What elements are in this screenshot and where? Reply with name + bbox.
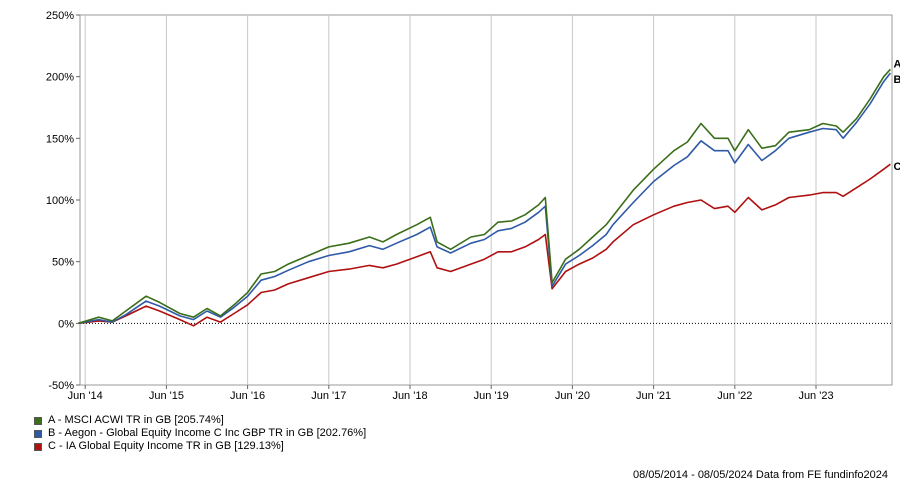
series-layer	[78, 68, 892, 327]
y-tick-label: 200%	[46, 72, 74, 84]
x-tick-label: Jun '16	[230, 390, 265, 400]
x-tick-label: Jun '15	[149, 390, 184, 400]
series-end-label-a: A	[893, 58, 900, 70]
y-tick-label: -50%	[48, 380, 74, 392]
x-tick-label: Jun '20	[555, 390, 590, 400]
line-chart: Jun '14 Jun '15 Jun '16 Jun '17 Jun '18 Jun '…	[46, 10, 900, 400]
x-tick-label: Jun '17	[311, 390, 346, 400]
legend-swatch-c	[34, 442, 42, 451]
y-tick-label: 50%	[52, 257, 74, 269]
axis-layer: Jun '14 Jun '15 Jun '16 Jun '17 Jun '18 Jun '…	[46, 10, 834, 400]
source-footer: 08/05/2014 - 08/05/2024 Data from FE fun…	[632, 469, 888, 481]
legend-label-c: C - IA Global Equity Income TR in GB [12…	[48, 440, 284, 452]
legend-label-a: A - MSCI ACWI TR in GB [205.74%]	[48, 414, 224, 426]
y-tick-label: 0%	[58, 318, 74, 330]
x-tick-label: Jun '21	[636, 390, 671, 400]
legend-swatch-a	[34, 416, 42, 425]
y-tick-label: 150%	[46, 133, 74, 145]
grid-layer	[79, 14, 893, 386]
series-line-c	[78, 163, 891, 327]
x-tick-label: Jun '23	[798, 390, 833, 400]
series-line-b	[78, 72, 892, 325]
x-tick-label: Jun '14	[68, 390, 103, 400]
legend-swatch-b	[34, 429, 42, 438]
series-line-a	[78, 68, 891, 325]
legend-label-b: B - Aegon - Global Equity Income C Inc G…	[48, 427, 367, 439]
x-tick-label: Jun '18	[392, 390, 427, 400]
legend-item-b: B - Aegon - Global Equity Income C Inc G…	[34, 427, 366, 440]
y-tick-label: 250%	[46, 10, 74, 22]
legend-item-c: C - IA Global Equity Income TR in GB [12…	[34, 440, 366, 453]
end-label-layer: AB C	[893, 58, 900, 173]
legend-item-a: A - MSCI ACWI TR in GB [205.74%]	[34, 414, 366, 427]
series-end-label-c: C	[893, 161, 900, 173]
x-tick-label: Jun '22	[717, 390, 752, 400]
legend: A - MSCI ACWI TR in GB [205.74%] B - Aeg…	[34, 414, 366, 453]
y-tick-label: 100%	[46, 195, 74, 207]
series-end-label-b: B	[893, 74, 900, 86]
plot-frame	[79, 14, 893, 386]
x-tick-label: Jun '19	[474, 390, 509, 400]
